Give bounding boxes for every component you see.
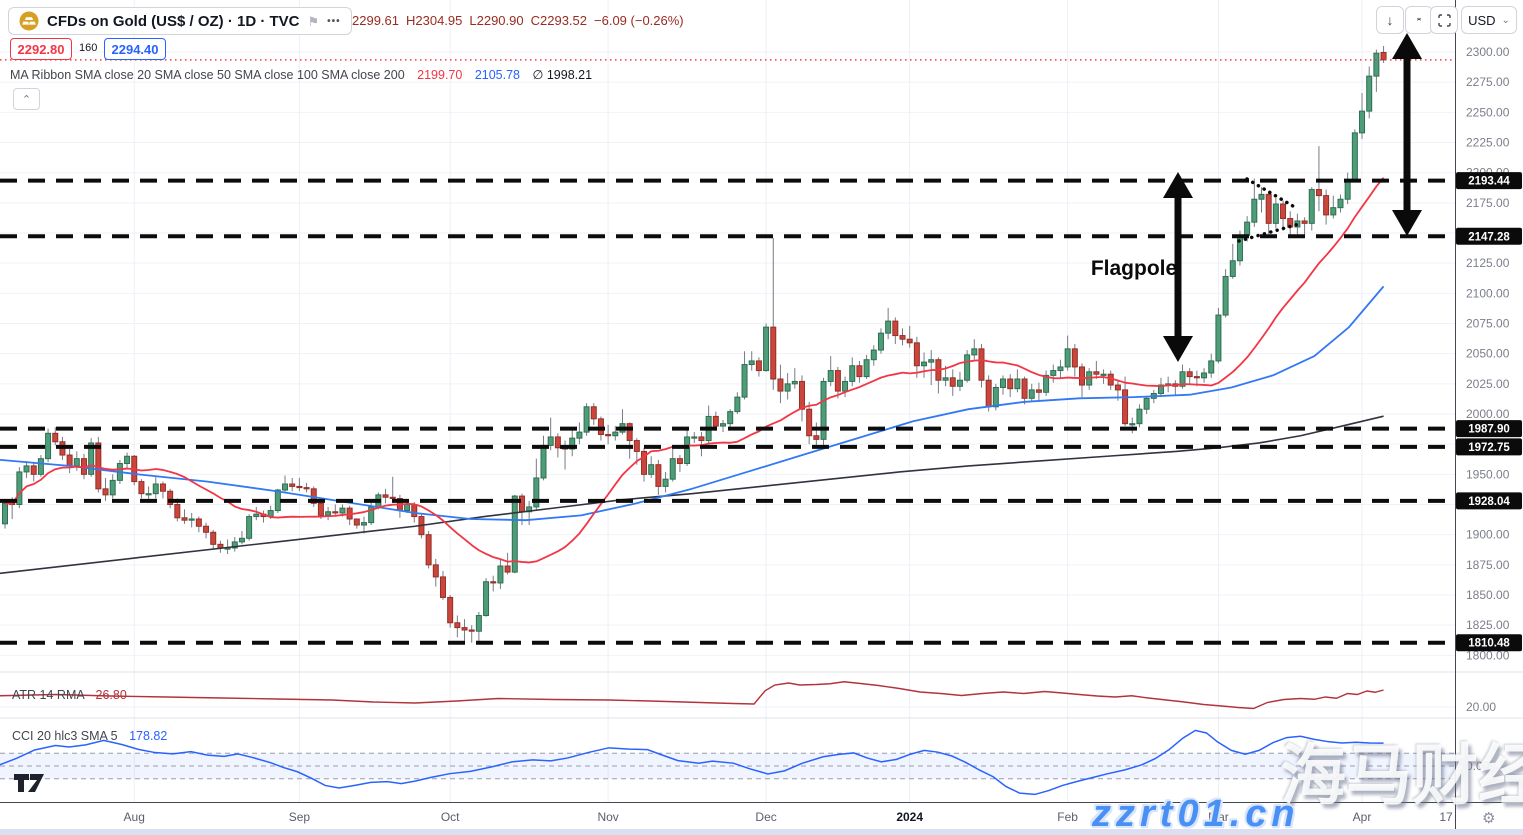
spread-value: 160 <box>79 42 98 54</box>
tradingview-logo[interactable] <box>14 774 44 792</box>
collapse-pane-button[interactable]: ⌄ ⌃ <box>1405 6 1433 34</box>
ohlc-open: 2299.61 <box>352 13 399 28</box>
cci-value: 178.82 <box>129 729 168 743</box>
svg-text:2050.00: 2050.00 <box>1466 347 1510 361</box>
svg-text:20.00: 20.00 <box>1466 700 1496 714</box>
price-level-badge: 2147.28 <box>1456 227 1522 245</box>
price-level-badge: 1928.04 <box>1456 492 1522 510</box>
svg-text:1850.00: 1850.00 <box>1466 588 1510 602</box>
ohlc-readout: 2299.61 H2304.95 L2290.90 C2293.52 −6.09 (−0… <box>352 13 691 28</box>
svg-text:2024: 2024 <box>896 810 923 824</box>
svg-text:Aug: Aug <box>124 810 145 824</box>
svg-text:1810.48: 1810.48 <box>1468 638 1510 650</box>
candles <box>2 46 1387 643</box>
ma-value-average: ∅ 1998.21 <box>532 68 593 82</box>
cci-title: CCI 20 hlc3 SMA 5 <box>12 729 118 743</box>
ohlc-high: H2304.95 <box>406 13 463 28</box>
svg-text:2275.00: 2275.00 <box>1466 75 1510 89</box>
chevron-down-icon: ⌄ <box>1501 14 1510 26</box>
legend-collapse-button[interactable]: ⌃ <box>13 88 40 110</box>
cci-legend[interactable]: CCI 20 hlc3 SMA 5 178.82 <box>12 729 167 743</box>
ma-value-blue: 2105.78 <box>474 68 520 82</box>
currency-label: USD <box>1468 12 1496 28</box>
svg-text:2075.00: 2075.00 <box>1466 317 1510 331</box>
ask-price-button[interactable]: 2294.40 <box>104 38 166 60</box>
svg-text:Nov: Nov <box>597 810 618 824</box>
svg-text:2100.00: 2100.00 <box>1466 286 1510 300</box>
svg-text:Oct: Oct <box>441 810 460 824</box>
svg-text:2125.00: 2125.00 <box>1466 256 1510 270</box>
svg-text:2193.44: 2193.44 <box>1468 176 1510 188</box>
double-arrow-annotation[interactable] <box>1392 33 1422 236</box>
svg-text:⚙: ⚙ <box>1482 810 1495 827</box>
svg-text:1900.00: 1900.00 <box>1466 528 1510 542</box>
bid-price-button[interactable]: 2292.80 <box>10 38 72 60</box>
atr-title: ATR 14 RMA <box>12 688 85 702</box>
svg-text:2000.00: 2000.00 <box>1466 407 1510 421</box>
flagpole-label[interactable]: Flagpole <box>1091 257 1177 280</box>
chevron-up-icon: ⌃ <box>1415 17 1423 27</box>
svg-text:1928.04: 1928.04 <box>1468 496 1510 508</box>
svg-text:1875.00: 1875.00 <box>1466 558 1510 572</box>
svg-text:2250.00: 2250.00 <box>1466 105 1510 119</box>
svg-text:Apr: Apr <box>1353 810 1372 824</box>
ohlc-low: L2290.90 <box>469 13 524 28</box>
watermark-url: zzrt01.cn <box>1092 793 1300 835</box>
maximize-pane-button[interactable] <box>1430 6 1458 34</box>
frame-corners-icon <box>1437 13 1451 27</box>
price-level-badge: 1972.75 <box>1456 438 1522 456</box>
svg-text:Dec: Dec <box>755 810 776 824</box>
svg-text:Feb: Feb <box>1057 810 1078 824</box>
symbol-legend[interactable]: CFDs on Gold (US$ / OZ) · 1D · TVC ⚑ ••• <box>8 7 352 35</box>
svg-text:1987.90: 1987.90 <box>1468 424 1510 436</box>
currency-dropdown[interactable]: USD ⌄ <box>1461 6 1517 34</box>
svg-text:Sep: Sep <box>289 810 311 824</box>
ma-value-red: 2199.70 <box>417 68 463 82</box>
svg-text:2025.00: 2025.00 <box>1466 377 1510 391</box>
svg-text:2300.00: 2300.00 <box>1466 45 1510 59</box>
svg-text:1972.75: 1972.75 <box>1468 442 1510 454</box>
price-level-badge: 1987.90 <box>1456 420 1522 438</box>
atr-value: 26.80 <box>95 688 127 702</box>
gold-coin-icon <box>19 11 39 31</box>
svg-text:17: 17 <box>1439 810 1453 824</box>
scroll-to-latest-button[interactable]: ↓ <box>1376 6 1404 34</box>
key-levels <box>0 59 1455 645</box>
annotations: Flagpole <box>1091 33 1422 362</box>
ma-ribbon-legend[interactable]: MA Ribbon SMA close 20 SMA close 50 SMA … <box>10 67 592 82</box>
svg-text:2225.00: 2225.00 <box>1466 136 1510 150</box>
atr-legend[interactable]: ATR 14 RMA 26.80 <box>12 688 127 702</box>
svg-text:1800.00: 1800.00 <box>1466 648 1510 662</box>
svg-text:1950.00: 1950.00 <box>1466 467 1510 481</box>
down-arrow-icon: ↓ <box>1386 12 1394 28</box>
chevron-down-icon: ⌄ <box>1415 12 1423 22</box>
watermark-chinese: 海马财经 <box>1280 738 1523 812</box>
ohlc-close: C2293.52 <box>530 13 588 28</box>
svg-text:Mar: Mar <box>1208 810 1229 824</box>
indicator-panes: 20.00 0.00 <box>0 681 1496 796</box>
flag-pattern-dotted-line[interactable] <box>1237 222 1301 243</box>
ma-ribbon-title: MA Ribbon SMA close 20 SMA close 50 SMA … <box>10 68 405 82</box>
ohlc-change: −6.09 (−0.26%) <box>594 13 684 28</box>
ma-ribbon-lines <box>0 177 1385 575</box>
flag-bookmark-icon[interactable]: ⚑ <box>307 13 320 29</box>
symbol-title: CFDs on Gold (US$ / OZ) · 1D · TVC <box>47 12 300 30</box>
svg-text:2175.00: 2175.00 <box>1466 196 1510 210</box>
gridlines <box>0 0 1455 802</box>
svg-text:0.00: 0.00 <box>1466 759 1490 773</box>
svg-text:2147.28: 2147.28 <box>1468 231 1510 243</box>
price-level-badge: 2193.44 <box>1456 172 1522 190</box>
double-arrow-annotation[interactable] <box>1163 172 1193 362</box>
more-options-icon[interactable]: ••• <box>327 15 341 27</box>
svg-text:1825.00: 1825.00 <box>1466 618 1510 632</box>
price-level-badge: 1810.48 <box>1456 634 1522 652</box>
